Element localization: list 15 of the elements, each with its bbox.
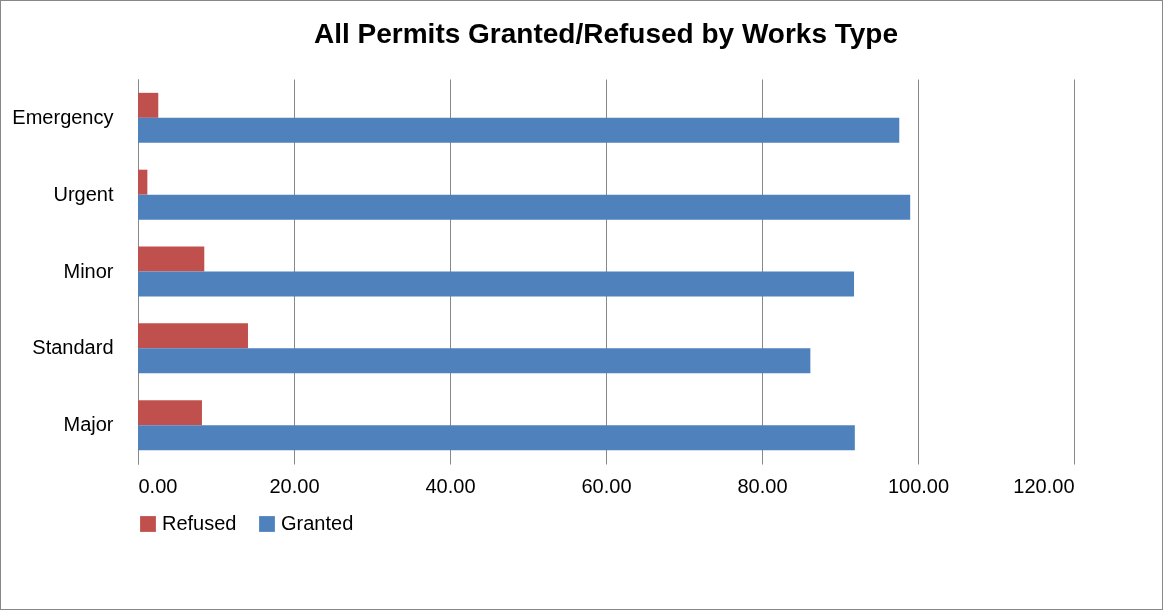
y-tick-label: Emergency (12, 105, 114, 128)
x-tick-label: 60.00 (581, 474, 632, 497)
legend-label: Granted (281, 512, 354, 534)
chart-title: All Permits Granted/Refused by Works Type (313, 18, 899, 49)
x-tick-label: 20.00 (269, 474, 320, 497)
y-tick-label: Urgent (53, 182, 114, 205)
x-tick-label: 80.00 (737, 474, 788, 497)
y-tick-label: Minor (63, 259, 114, 282)
x-tick-label: 0.00 (138, 474, 178, 497)
x-tick-label: 120.00 (1013, 474, 1075, 497)
x-tick-label: 40.00 (425, 474, 476, 497)
y-tick-label: Standard (32, 336, 114, 359)
x-tick-label: 100.00 (887, 474, 950, 497)
legend-label: Refused (162, 512, 237, 534)
y-tick-label: Major (63, 413, 114, 436)
